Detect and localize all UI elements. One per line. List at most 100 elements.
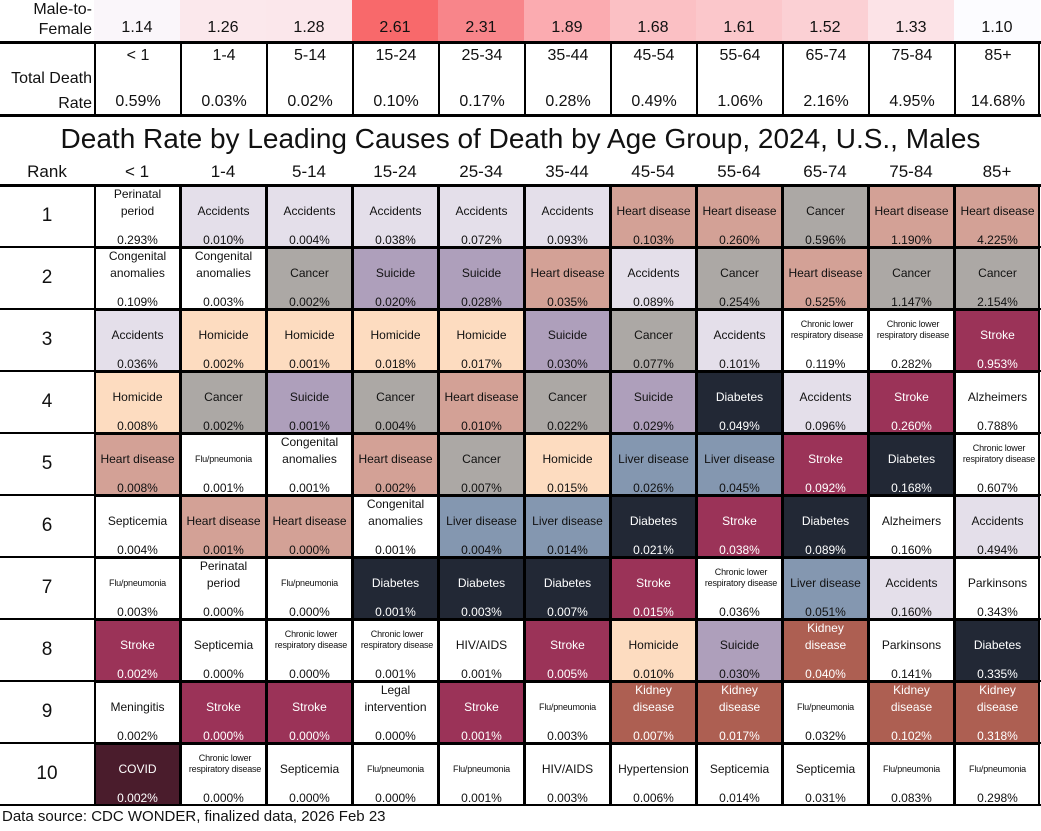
- age-group-label: 85+: [984, 47, 1012, 64]
- cause-label: Liver disease: [790, 576, 861, 590]
- death-rate-value: 0.103%: [633, 233, 674, 247]
- cause-label: Chronic lower respiratory disease: [360, 629, 434, 650]
- cause-label: Septicemia: [193, 638, 254, 652]
- cause-label: COVID: [118, 762, 157, 776]
- cause-cell: Septicemia 0.000%: [180, 619, 266, 681]
- death-rate-value: 0.006%: [633, 791, 674, 805]
- chart-title: Death Rate by Leading Causes of Death by…: [60, 123, 981, 154]
- death-rate-value: 0.049%: [719, 419, 760, 433]
- death-rate-value: 0.004%: [117, 543, 158, 557]
- cause-label: Septicemia: [279, 762, 340, 776]
- cause-cell: Accidents 0.072%: [438, 185, 524, 247]
- cause-cell: Cancer 0.254%: [696, 247, 782, 309]
- death-rate-value: 0.254%: [719, 295, 760, 309]
- cause-cell: Perinatal period 0.000%: [180, 557, 266, 619]
- cause-cell: Diabetes 0.001%: [352, 557, 438, 619]
- death-rate-value: 0.001%: [461, 791, 502, 805]
- death-rate-value: 0.038%: [375, 233, 416, 247]
- death-rate-value: 0.000%: [289, 605, 330, 619]
- death-rate-value: 0.002%: [117, 791, 158, 805]
- death-rate-value: 0.001%: [289, 419, 330, 433]
- cause-label: Liver disease: [618, 452, 689, 466]
- cause-label: Homicide: [542, 452, 593, 466]
- rank-label: 9: [41, 701, 53, 722]
- cause-label: HIV/AIDS: [541, 762, 594, 776]
- cause-cell: Kidney disease 0.017%: [696, 681, 782, 743]
- cause-label: Flu/pneumonia: [195, 454, 252, 464]
- death-rate-value: 0.003%: [461, 605, 502, 619]
- cause-label: Stroke: [550, 638, 585, 652]
- cause-cell: Diabetes 0.049%: [696, 371, 782, 433]
- cause-cell: Accidents 0.096%: [782, 371, 868, 433]
- cause-cell: Stroke 0.038%: [696, 495, 782, 557]
- death-rate-value: 0.004%: [461, 543, 502, 557]
- column-header: 1-4: [210, 162, 236, 181]
- cause-cell: Kidney disease 0.102%: [868, 681, 954, 743]
- cause-label: Heart disease: [788, 266, 863, 280]
- death-rate-value: 2.154%: [977, 295, 1018, 309]
- cause-cell: Stroke 0.092%: [782, 433, 868, 495]
- age-group-column: 35-44 0.28%: [524, 43, 610, 116]
- cause-label: Accidents: [369, 204, 422, 218]
- cause-label: Perinatal period: [199, 559, 248, 590]
- death-rate-value: 0.000%: [203, 667, 244, 681]
- cause-label: Septicemia: [107, 514, 168, 528]
- cause-cell: Accidents 0.160%: [868, 557, 954, 619]
- death-rate-value: 4.225%: [977, 233, 1018, 247]
- death-rate-value: 0.000%: [289, 667, 330, 681]
- death-rate-value: 0.001%: [461, 729, 502, 743]
- rank-label: 8: [41, 639, 53, 660]
- cause-cell: Chronic lower respiratory disease 0.000%: [266, 619, 352, 681]
- cause-label: Kidney disease: [804, 621, 847, 652]
- cause-label: Kidney disease: [632, 683, 675, 714]
- death-rate-value: 0.007%: [461, 481, 502, 495]
- total-death-rate-value: 0.49%: [631, 93, 677, 110]
- cause-cell: Liver disease 0.045%: [696, 433, 782, 495]
- death-rate-value: 0.096%: [805, 419, 846, 433]
- cause-label: Accidents: [283, 204, 336, 218]
- death-rate-value: 0.002%: [117, 667, 158, 681]
- cause-label: Legal intervention: [364, 683, 427, 714]
- cause-label: Alzheimers: [881, 514, 942, 528]
- cause-label: Flu/pneumonia: [797, 702, 854, 712]
- cause-label: Heart disease: [444, 390, 519, 404]
- death-rate-value: 0.002%: [375, 481, 416, 495]
- male-to-female-ratio: 1.89: [524, 0, 610, 42]
- male-to-female-ratio: 1.10: [954, 0, 1040, 42]
- cause-label: Congenital anomalies: [366, 497, 425, 528]
- cause-label: Homicide: [198, 328, 249, 342]
- death-rate-value: 0.318%: [977, 729, 1018, 743]
- cause-cell: Hypertension 0.006%: [610, 743, 696, 805]
- male-to-female-ratio: 1.26: [180, 0, 266, 42]
- cause-label: Congenital anomalies: [108, 249, 167, 280]
- cause-cell: Stroke 0.000%: [266, 681, 352, 743]
- rank-label: 2: [41, 267, 53, 288]
- rank-label: 6: [41, 515, 53, 536]
- cause-label: Diabetes: [457, 576, 506, 590]
- death-rate-value: 0.953%: [977, 357, 1018, 371]
- age-group-column: < 1 0.59%: [94, 43, 180, 116]
- column-header: < 1: [124, 162, 150, 181]
- cause-label: Accidents: [799, 390, 852, 404]
- death-rate-value: 0.017%: [719, 729, 760, 743]
- male-to-female-ratio: 2.61: [352, 0, 438, 42]
- death-rate-value: 0.051%: [805, 605, 846, 619]
- death-rate-value: 0.335%: [977, 667, 1018, 681]
- cause-cell: Stroke 0.260%: [868, 371, 954, 433]
- age-group-column: 5-14 0.02%: [266, 43, 352, 116]
- divider: [1038, 43, 1040, 116]
- column-header: 75-84: [889, 162, 933, 181]
- cause-cell: Diabetes 0.007%: [524, 557, 610, 619]
- column-header: 85+: [982, 162, 1012, 181]
- cause-label: Congenital anomalies: [194, 249, 253, 280]
- male-to-female-ratio: 1.14: [94, 0, 180, 42]
- cause-label: Chronic lower respiratory disease: [962, 443, 1036, 464]
- cause-cell: Suicide 0.030%: [524, 309, 610, 371]
- cause-cell: Septicemia 0.000%: [266, 743, 352, 805]
- death-rate-value: 0.260%: [719, 233, 760, 247]
- cause-cell: Homicide 0.008%: [94, 371, 180, 433]
- cause-label: Chronic lower respiratory disease: [704, 567, 778, 588]
- death-rate-value: 0.000%: [289, 543, 330, 557]
- male-to-female-ratio: 2.31: [438, 0, 524, 42]
- death-rate-value: 0.015%: [547, 481, 588, 495]
